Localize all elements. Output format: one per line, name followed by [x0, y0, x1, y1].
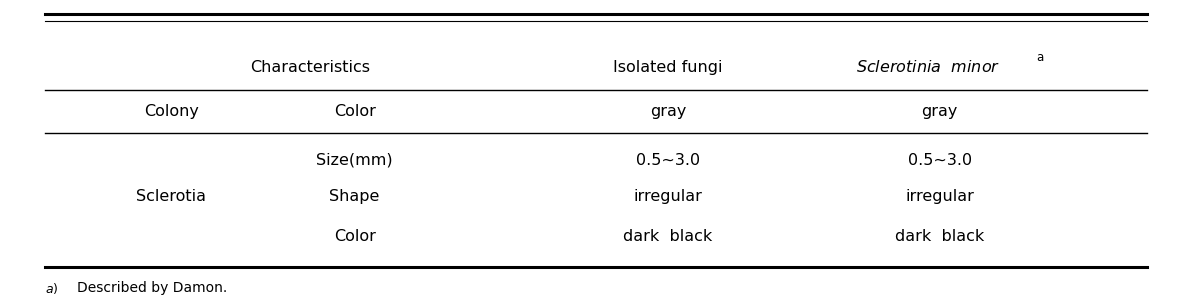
Text: irregular: irregular	[634, 189, 702, 204]
Text: Shape: Shape	[330, 189, 379, 204]
Text: Isolated fungi: Isolated fungi	[613, 59, 722, 75]
Text: dark  black: dark black	[623, 229, 713, 244]
Text: Colony: Colony	[144, 104, 199, 119]
Text: dark  black: dark black	[895, 229, 985, 244]
Text: gray: gray	[922, 104, 957, 119]
Text: Size(mm): Size(mm)	[317, 152, 392, 168]
Text: Sclerotia: Sclerotia	[136, 189, 207, 204]
Text: Color: Color	[333, 104, 376, 119]
Text: Described by Damon.: Described by Damon.	[77, 281, 227, 295]
Text: 0.5~3.0: 0.5~3.0	[908, 152, 972, 168]
Text: 0.5~3.0: 0.5~3.0	[636, 152, 700, 168]
Text: $\it{Sclerotinia}$  $\it{minor}$: $\it{Sclerotinia}$ $\it{minor}$	[856, 59, 1000, 75]
Text: a: a	[1037, 52, 1044, 64]
Text: gray: gray	[650, 104, 686, 119]
Text: Color: Color	[333, 229, 376, 244]
Text: $\it{a)}$: $\it{a)}$	[45, 281, 58, 296]
Text: irregular: irregular	[905, 189, 974, 204]
Text: Characteristics: Characteristics	[251, 59, 370, 75]
